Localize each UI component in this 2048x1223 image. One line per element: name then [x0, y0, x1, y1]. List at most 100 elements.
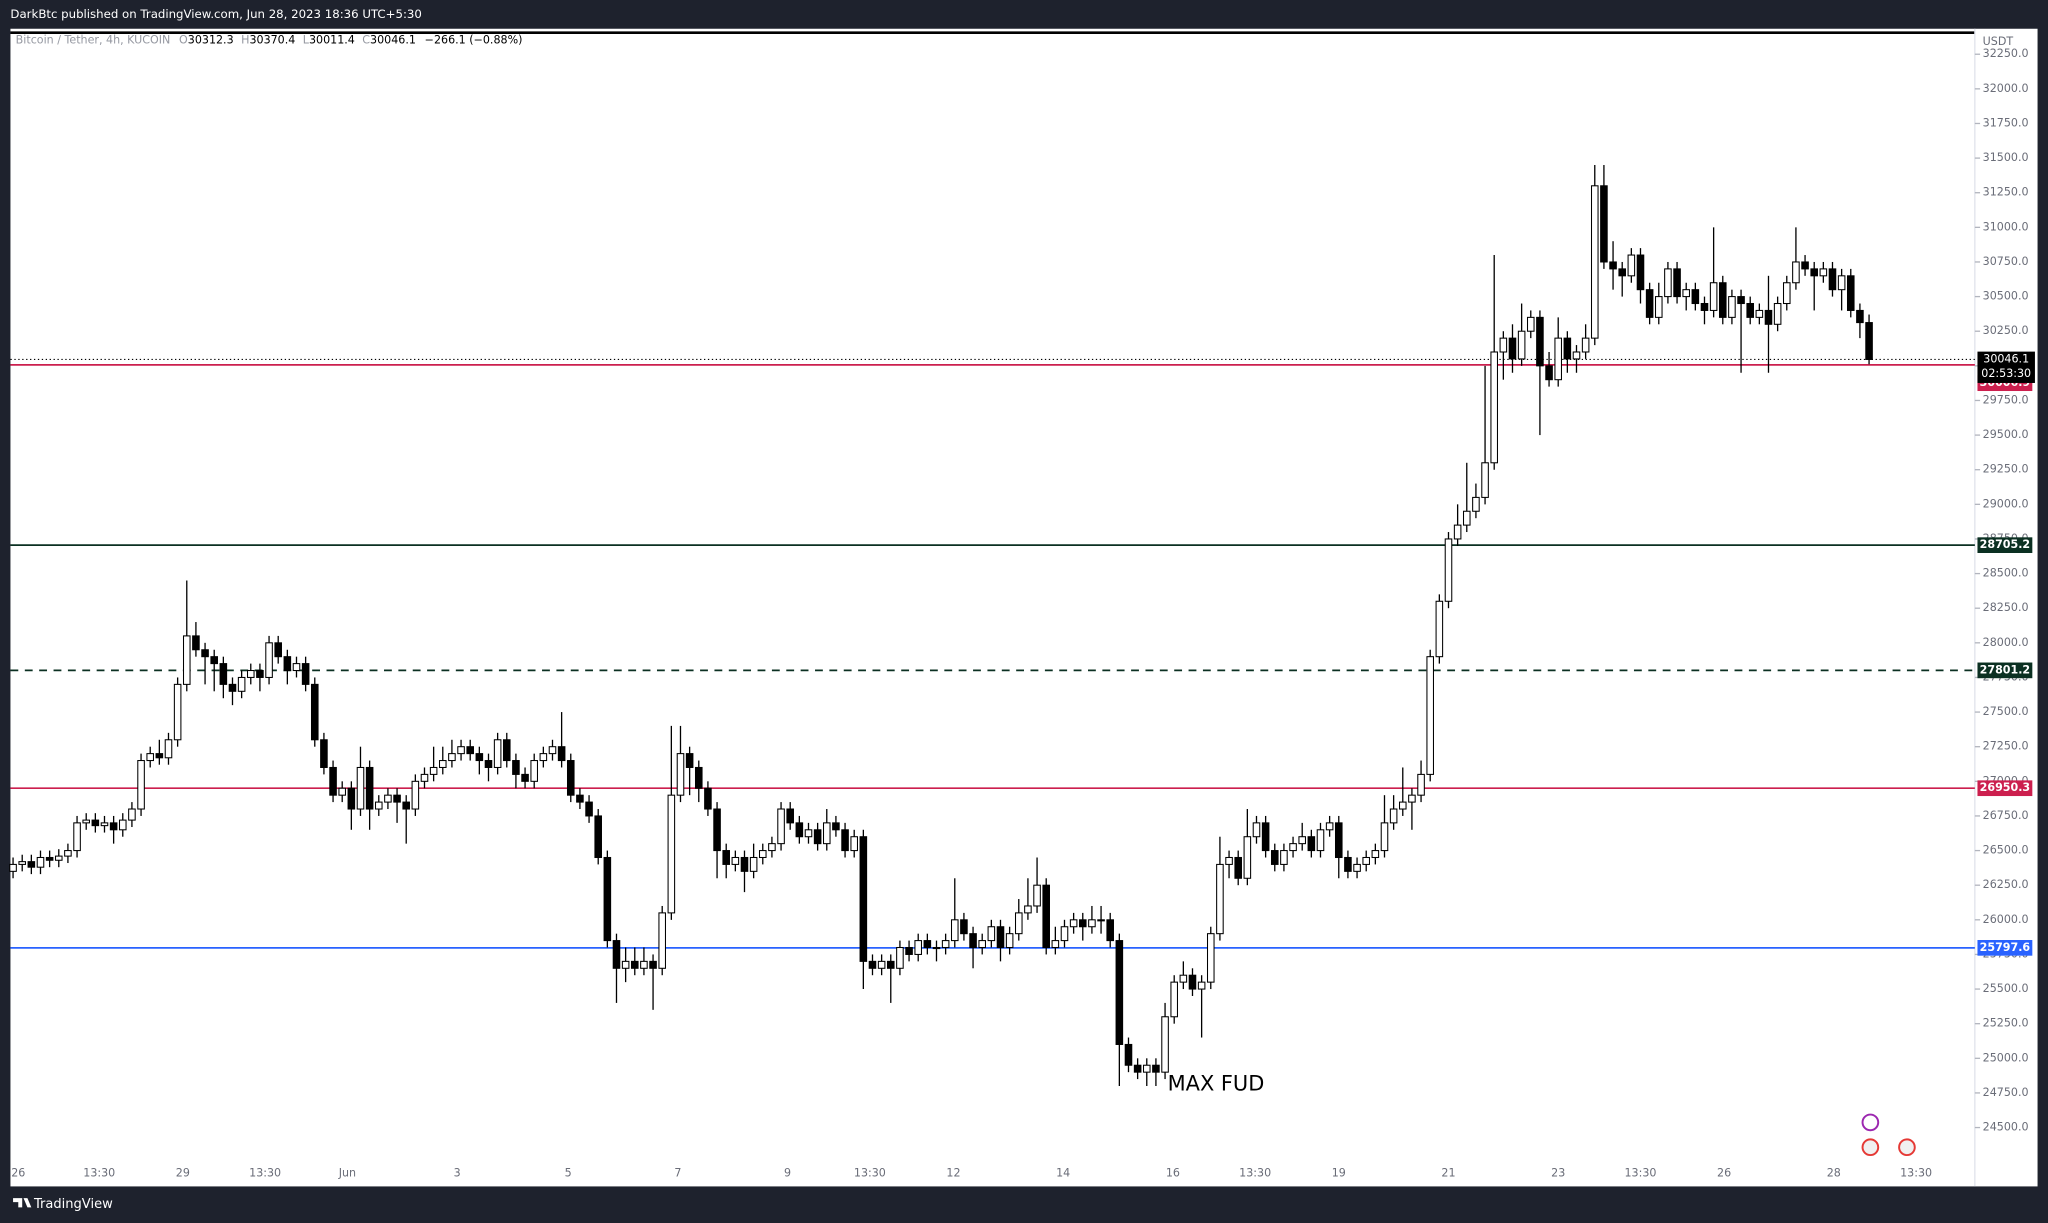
candle-body	[1033, 884, 1041, 907]
candle-body	[512, 760, 520, 775]
candle-body	[576, 794, 584, 803]
candle-body	[1865, 322, 1873, 360]
candle-body	[1005, 933, 1014, 949]
x-tick-label: 21	[1441, 1166, 1455, 1179]
ohlc-letter: H	[241, 34, 249, 47]
candle-body	[73, 822, 81, 852]
x-tick-label: 12	[946, 1166, 960, 1179]
y-tick-label: 28500.0	[1983, 567, 2029, 580]
candle-body	[1673, 268, 1681, 298]
candle-body	[237, 676, 246, 692]
candle-body	[1581, 337, 1590, 353]
candle-body	[612, 940, 621, 969]
candle-body	[192, 635, 200, 651]
x-tick-label: 7	[674, 1166, 681, 1179]
y-tick-label: 31500.0	[1983, 151, 2029, 164]
level-box	[1977, 537, 2033, 554]
y-tick-label: 27500.0	[1983, 705, 2029, 718]
candle-body	[164, 739, 173, 759]
last-price-box	[1977, 351, 2035, 383]
candle-body	[155, 753, 164, 759]
candle-body	[1170, 981, 1178, 1018]
candle-body	[530, 760, 538, 782]
candle-body	[740, 856, 749, 872]
candle-body	[1792, 261, 1800, 284]
publish-header: DarkBtc published on TradingView.com, Ju…	[10, 7, 421, 21]
y-tick-label: 29250.0	[1983, 463, 2029, 476]
candle-body	[1334, 822, 1343, 859]
candle-body	[1837, 275, 1846, 291]
candle-body	[1280, 850, 1288, 865]
candle-body	[1344, 856, 1352, 872]
candle-body	[1645, 289, 1654, 318]
level-label: 28705.2	[1980, 538, 2031, 551]
candle-body	[448, 753, 456, 762]
candle-body	[146, 753, 154, 762]
ohlc-value: 30312.3	[188, 34, 234, 47]
candle-body	[54, 855, 63, 861]
candle-body	[649, 960, 657, 969]
candle-body	[1462, 510, 1471, 526]
candle-body	[201, 649, 209, 658]
candle-body	[1654, 296, 1663, 318]
candle-body	[1398, 801, 1407, 810]
candle-body	[1042, 884, 1050, 949]
icon	[1861, 1113, 1880, 1132]
ohlc-value: 30046.1	[370, 34, 416, 47]
candle-body	[1682, 289, 1690, 298]
candle-body	[896, 946, 904, 969]
candle-body	[1060, 926, 1069, 942]
candle-body	[658, 912, 666, 969]
candle-body	[64, 850, 72, 857]
candle-body	[1408, 794, 1416, 803]
ohlc-value: 30011.4	[309, 34, 355, 47]
ohlc-letter: O	[179, 34, 188, 47]
candle-body	[987, 926, 996, 942]
candle-body	[1024, 905, 1032, 914]
candle-body	[502, 739, 511, 762]
y-tick-label: 30500.0	[1983, 290, 2029, 303]
y-tick-label: 30250.0	[1983, 324, 2029, 337]
x-tick-label: 19	[1332, 1166, 1346, 1179]
candle-body	[941, 940, 950, 949]
candle-body	[923, 940, 932, 949]
candle-body	[1856, 309, 1864, 324]
candle-body	[640, 960, 648, 969]
candle-body	[9, 863, 17, 872]
candle-body	[1188, 974, 1197, 990]
y-tick-label: 31750.0	[1983, 116, 2029, 129]
candle-body	[1206, 933, 1215, 983]
candle-body	[1700, 302, 1709, 311]
y-tick-label: 28250.0	[1983, 601, 2029, 614]
candle-body	[548, 746, 557, 755]
candle-body	[1152, 1064, 1160, 1073]
candle-body	[1819, 268, 1828, 277]
candle-body	[1307, 836, 1316, 852]
candle-body	[374, 801, 383, 810]
level-label: 25797.6	[1980, 941, 2031, 954]
candle-body	[109, 822, 118, 831]
candle-body	[475, 753, 484, 762]
candle-body	[1499, 337, 1508, 353]
x-tick-label: 28	[1827, 1166, 1841, 1179]
brand-logo	[13, 1198, 32, 1208]
candle-body	[667, 794, 676, 914]
candle-body	[621, 960, 630, 969]
candle-body	[1069, 919, 1078, 928]
x-tick-label: 26	[1717, 1166, 1731, 1179]
candle-body	[813, 829, 822, 845]
icons	[1861, 1113, 1916, 1157]
candle-body	[521, 773, 529, 782]
x-tick-label: 9	[784, 1166, 791, 1179]
y-tick-label: 24750.0	[1983, 1086, 2029, 1099]
candle-body	[960, 919, 968, 935]
candle-body	[1380, 822, 1389, 852]
candle-body	[1216, 863, 1224, 935]
candle-body	[1718, 282, 1727, 318]
candle-body	[1270, 850, 1279, 865]
candle-body	[1526, 316, 1535, 332]
candle-body	[722, 850, 730, 865]
x-tick-label: Jun	[338, 1166, 356, 1179]
candle-body	[36, 856, 45, 868]
x-tick-label: 13:30	[1900, 1166, 1932, 1179]
